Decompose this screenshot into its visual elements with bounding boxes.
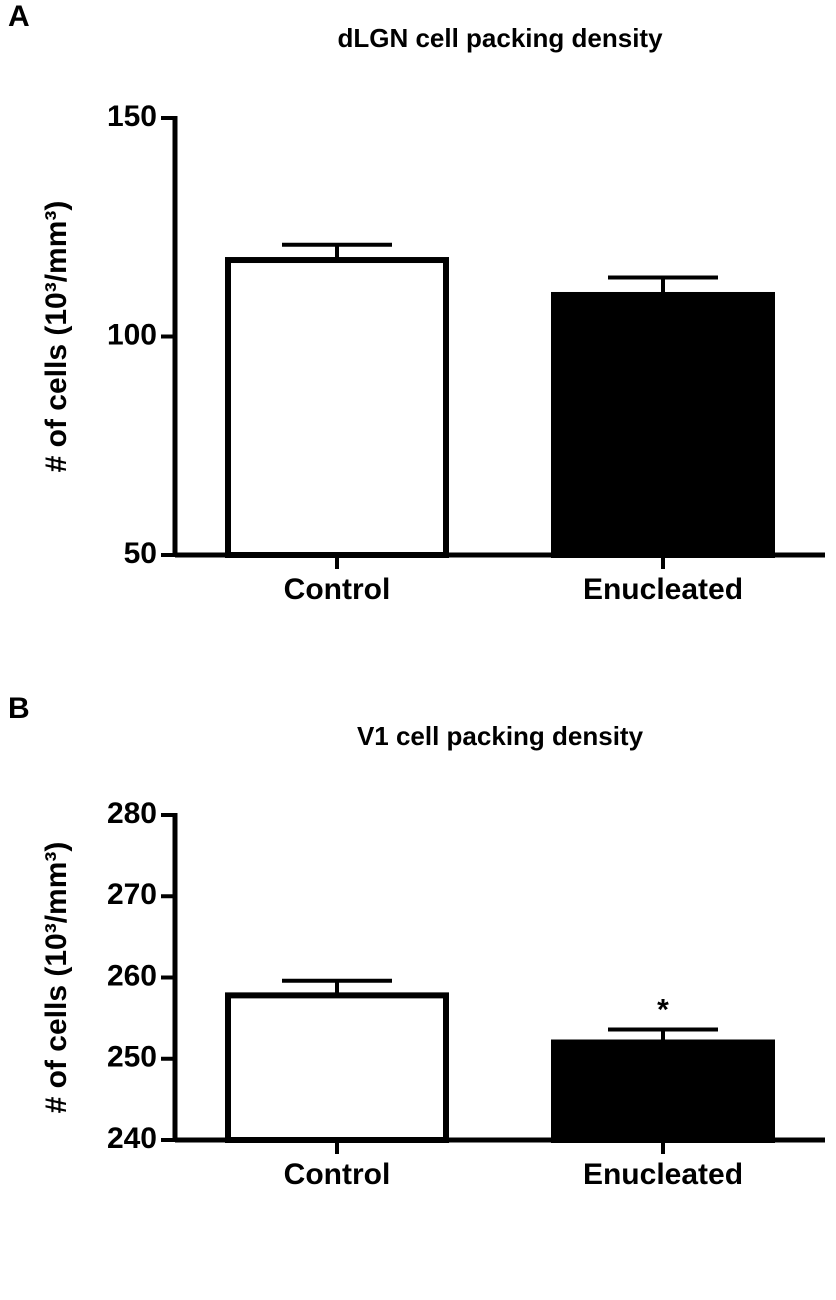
y-tick-label: 260 [107,959,157,992]
significance-marker: * [657,993,669,1026]
y-tick-label: 100 [107,318,157,351]
chart-title: dLGN cell packing density [337,23,663,53]
y-tick-label: 150 [107,100,157,133]
y-axis-label: # of cells (10³/mm³) [40,201,73,473]
x-tick-label: Enucleated [583,573,743,606]
y-tick-label: 280 [107,797,157,830]
x-tick-label: Control [284,1158,391,1191]
x-tick-label: Enucleated [583,1158,743,1191]
bar [551,1039,775,1143]
y-tick-label: 250 [107,1041,157,1074]
bar [225,257,449,558]
chart-title: V1 cell packing density [357,721,644,751]
x-tick-label: Control [284,573,391,606]
panel-label: B [8,692,30,725]
y-axis-label: # of cells (10³/mm³) [40,842,73,1114]
bar [225,992,449,1143]
bar [551,291,775,558]
y-tick-label: 240 [107,1122,157,1155]
y-tick-label: 50 [124,537,157,570]
panel-label: A [8,0,30,33]
y-tick-label: 270 [107,878,157,911]
